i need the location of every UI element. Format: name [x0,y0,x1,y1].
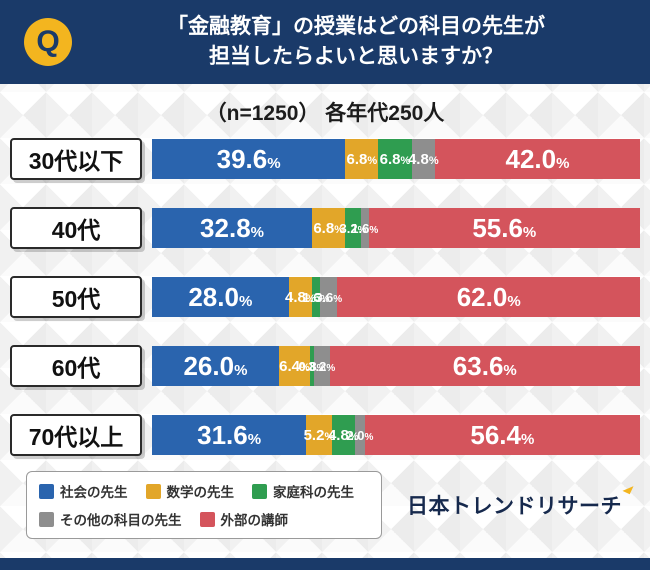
bar-segment: 3.2% [308,346,335,386]
age-group-label: 70代以上 [10,414,142,456]
segment-value: 5.2% [303,426,335,444]
bar-segment: 6.8% [378,139,412,179]
legend-label: 外部の講師 [220,513,289,528]
stacked-bar: 39.6% 6.8% 6.8% 4.8% 42.0% [152,139,640,179]
stacked-bar: 31.6% 5.2% 4.8% 2.0% 56.4% [152,415,640,455]
bar-segment: 3.2% [340,208,367,248]
legend-label: 社会の先生 [60,485,128,500]
stacked-bar: 28.0% 4.8% 1.6% 3.6% 62.0% [152,277,640,317]
segment-value: 3.2% [339,220,367,236]
sample-size-note: （n=1250） 各年代250人 [205,102,445,125]
segment-value: 2.0% [346,427,374,443]
q-letter: Q [36,25,60,58]
legend-item: その他の科目の先生 [39,509,182,529]
segment-value: 42.0% [505,143,570,174]
bar-segment: 6.8% [312,208,346,248]
segment-value: 6.8% [379,150,411,168]
bar-segment: 4.8% [328,415,359,455]
legend-item: 社会の先生 [39,481,128,501]
bar-segment: 32.8% [152,208,313,248]
bar-segment: 6.4% [278,346,311,386]
segment-value: 26.0% [183,350,248,381]
segment-value: 6.8% [313,219,344,237]
chart-row: 50代 28.0% 4.8% 1.6% 3.6% 62.0% [10,275,640,319]
segment-value: 56.4% [470,419,535,450]
chart-rows: 30代以下 39.6% 6.8% 6.8% 4.8% 42.0% 40代 32.8% 6.8% 3… [0,129,650,457]
segment-value: 62.0% [456,281,521,312]
legend-label: 数学の先生 [166,485,235,500]
legend-color-swatch-icon [39,483,54,499]
brand-text: 日本トレンドリサーチ [407,495,622,518]
segment-value: 4.8% [327,426,359,444]
bar-segment: 55.6% [368,208,640,248]
bar-segment: 6.8% [345,139,379,179]
segment-value: 3.2% [308,358,336,374]
legend-item: 数学の先生 [145,481,235,501]
legend-color-swatch-icon [39,511,54,527]
bar-segment: 4.8% [408,139,439,179]
legend-color-swatch-icon [252,483,267,499]
legend: 社会の先生 数学の先生 家庭科の先生その他の科目の先生 外部の講師 [26,471,382,539]
chart-row: 60代 26.0% 6.4% 0.8% 3.2% 63.6% [10,344,640,388]
legend-color-swatch-icon [145,483,161,499]
bar-segment: 31.6% [152,415,307,455]
brand-logo: 日本トレンドリサーチ [407,482,634,520]
header: Q 「金融教育」の授業はどの科目の先生が 担当したらよいと思いますか？ [0,0,650,84]
segment-value: 4.8% [285,288,316,306]
bar-segment: 0.8% [299,346,326,386]
bar-segment: 28.0% [152,277,289,317]
bar-segment: 4.8% [285,277,316,317]
segment-value: 39.6% [216,143,281,174]
segment-value: 63.6% [452,350,517,381]
chart-row: 70代以上 31.6% 5.2% 4.8% 2.0% 56.4% [10,413,640,457]
bar-segment: 62.0% [337,277,640,317]
page-title-line2: 担当したらよいと思いますか？ [209,45,503,68]
bar-segment: 56.4% [364,415,640,455]
stacked-bar: 26.0% 6.4% 0.8% 3.2% 63.6% [152,346,640,386]
bar-segment: 1.6% [351,208,378,248]
bottom-area: 社会の先生 数学の先生 家庭科の先生その他の科目の先生 外部の講師 日本トレンドリサー… [0,457,650,539]
bar-segment: 63.6% [329,346,640,386]
age-group-label: 60代 [10,345,142,387]
segment-value: 3.6% [315,289,343,305]
legend-item: 外部の講師 [199,509,289,529]
segment-value: 1.6% [302,289,330,305]
age-group-label: 50代 [10,276,142,318]
segment-value: 28.0% [188,281,253,312]
stacked-bar: 32.8% 6.8% 3.2% 1.6% 55.6% [152,208,640,248]
segment-value: 1.6% [351,220,379,236]
page-title: 「金融教育」の授業はどの科目の先生が 担当したらよいと思いますか？ [86,12,626,73]
segment-value: 4.8% [407,150,439,168]
age-group-label: 40代 [10,207,142,249]
legend-color-swatch-icon [199,511,215,527]
brand-accent-icon [622,482,634,495]
chart-row: 40代 32.8% 6.8% 3.2% 1.6% 55.6% [10,206,640,250]
bar-segment: 1.6% [302,277,329,317]
segment-value: 6.4% [279,357,310,375]
bar-segment: 2.0% [346,415,373,455]
legend-label: その他の科目の先生 [60,513,182,528]
segment-value: 31.6% [197,419,262,450]
segment-value: 32.8% [200,212,264,243]
bar-segment: 3.6% [315,277,342,317]
bar-segment: 5.2% [304,415,334,455]
age-group-label: 30代以下 [10,138,142,180]
footer-strip [0,558,650,570]
page-title-line1: 「金融教育」の授業はどの科目の先生が [167,14,545,38]
bar-segment: 26.0% [152,346,279,386]
segment-value: 55.6% [472,212,537,243]
bar-segment: 42.0% [435,139,640,179]
chart-row: 30代以下 39.6% 6.8% 6.8% 4.8% 42.0% [10,137,640,181]
question-badge-icon: Q [24,18,72,66]
legend-label: 家庭科の先生 [273,485,354,500]
segment-value: 6.8% [346,150,378,168]
legend-item: 家庭科の先生 [252,481,354,501]
segment-value: 0.8% [298,358,326,374]
bar-segment: 39.6% [152,139,346,179]
